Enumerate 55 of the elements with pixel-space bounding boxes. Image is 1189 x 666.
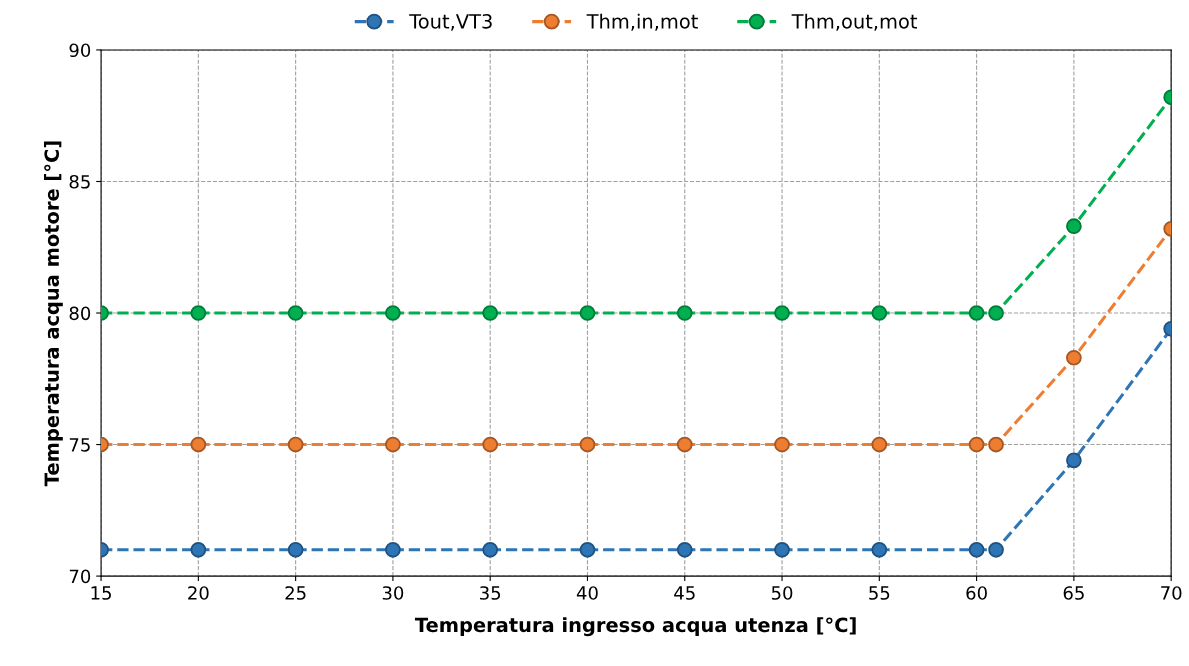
x-tick-label: 35 [480, 586, 501, 600]
point [676, 305, 693, 321]
x-tick-label: 50 [771, 586, 793, 600]
point [774, 305, 790, 321]
point [190, 541, 207, 558]
point [871, 305, 888, 321]
point [385, 305, 401, 321]
point [287, 541, 304, 558]
point [482, 305, 499, 321]
point [1066, 218, 1082, 235]
x-axis-title: Temperatura ingresso acqua utenza [°C] [414, 617, 856, 637]
point [1066, 349, 1082, 366]
point [774, 541, 790, 558]
y-tick-label: 90 [69, 43, 91, 58]
point [482, 436, 499, 453]
point [871, 541, 888, 558]
x-tick-label: 30 [382, 586, 404, 600]
point [968, 436, 985, 453]
point [968, 541, 985, 558]
point [988, 436, 1004, 453]
point [871, 436, 888, 453]
point [676, 541, 693, 558]
y-tick-label: 85 [69, 174, 90, 189]
x-tick-label: 45 [674, 586, 695, 600]
point [579, 436, 596, 453]
legend-label: Thm,in,mot [586, 13, 698, 31]
y-tick-label: 70 [69, 569, 91, 584]
x-tick-label: 65 [1063, 586, 1084, 600]
point [676, 436, 693, 453]
point [579, 541, 596, 558]
x-tick-label: 60 [966, 586, 987, 600]
x-tick-label: 20 [188, 586, 209, 600]
legend-label: Tout,VT3 [409, 13, 492, 31]
point [287, 436, 304, 453]
point [579, 305, 596, 321]
point [190, 436, 207, 453]
point [1066, 452, 1082, 469]
point [988, 305, 1004, 321]
point [988, 541, 1004, 558]
x-tick-label: 15 [91, 586, 111, 600]
x-tick-label: 25 [285, 586, 306, 600]
y-tick-label: 75 [69, 438, 90, 452]
x-tick-label: 70 [1161, 586, 1182, 600]
point [190, 305, 207, 321]
point [968, 305, 985, 321]
point [482, 541, 499, 558]
x-tick-label: 40 [576, 586, 598, 600]
y-axis-title: Temperatura acqua motore [°C] [43, 141, 63, 487]
legend-label: Thm,out,mot [791, 13, 918, 31]
point [385, 541, 401, 558]
x-tick-label: 55 [869, 586, 890, 600]
point [385, 436, 401, 453]
point [774, 436, 790, 453]
point [287, 305, 304, 321]
y-tick-label: 80 [69, 306, 91, 321]
